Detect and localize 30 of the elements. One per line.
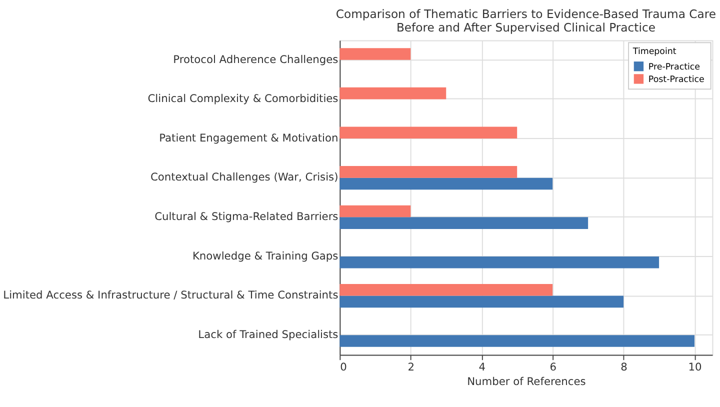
x-axis-title: Number of References (467, 375, 586, 388)
bar (340, 166, 518, 178)
y-tick-label: Protocol Adherence Challenges (173, 52, 339, 66)
x-tick-label: 2 (408, 360, 415, 374)
x-tick-label: 8 (620, 360, 628, 374)
x-tick-label: 0 (340, 360, 348, 374)
bar (340, 87, 446, 100)
bar (340, 48, 411, 60)
chart-title: Comparison of Thematic Barriers to Evidence-Based Trauma Care Before and After Supervised Clinical Practice (336, 6, 716, 35)
y-tick-label: Knowledge & Training Gaps (192, 249, 339, 262)
bar (340, 296, 624, 308)
x-tick-label: 6 (550, 360, 557, 374)
y-tick-label: Contextual Challenges (War, Crisis) (150, 170, 338, 184)
legend-label: Post-Practice (648, 74, 704, 85)
bar (340, 126, 518, 139)
y-tick-label: Patient Engagement & Motivation (159, 131, 338, 144)
x-tick-label: 4 (478, 360, 486, 374)
y-tick-label: Clinical Complexity & Comorbidities (148, 92, 339, 106)
y-tick-label: Limited Access & Infrastructure / Structural & Time Constraints (3, 288, 339, 302)
bar (340, 335, 695, 347)
bar (340, 217, 588, 229)
y-tick-label: Lack of Trained Specialists (198, 328, 339, 342)
legend-title: Timepoint (632, 46, 677, 57)
legend-label: Pre-Practice (648, 62, 700, 72)
x-tick-label: 10 (688, 360, 702, 374)
bar (340, 256, 660, 268)
bar (340, 205, 411, 218)
y-tick-label: Cultural & Stigma-Related Barriers (154, 210, 339, 224)
bar (340, 284, 553, 296)
bar (340, 178, 553, 190)
